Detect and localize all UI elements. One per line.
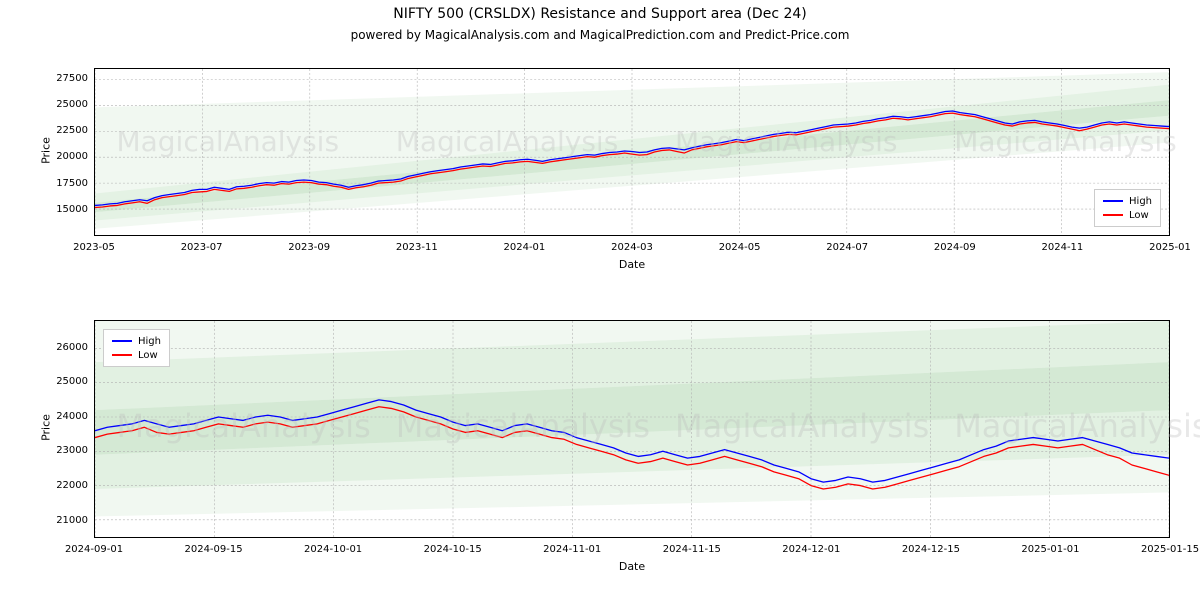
xtick-label: 2023-11 [396, 242, 438, 253]
xtick-label: 2024-03 [611, 242, 653, 253]
top-chart-svg [95, 69, 1169, 235]
xtick-label: 2023-07 [181, 242, 223, 253]
xtick-label: 2025-01 [1149, 242, 1191, 253]
legend-item-low: Low [1103, 208, 1152, 222]
bottom-chart-legend: High Low [103, 329, 170, 367]
xtick-label: 2023-05 [73, 242, 115, 253]
chart-title: NIFTY 500 (CRSLDX) Resistance and Suppor… [0, 6, 1200, 22]
bottom-chart-xlabel: Date [94, 560, 1170, 573]
ytick-label: 21000 [40, 515, 88, 526]
ytick-label: 27500 [40, 73, 88, 84]
ytick-label: 17500 [40, 178, 88, 189]
ytick-label: 26000 [40, 342, 88, 353]
legend-item-high: High [112, 334, 161, 348]
ytick-label: 25000 [40, 376, 88, 387]
top-chart-legend: High Low [1094, 189, 1161, 227]
legend-swatch [112, 340, 132, 342]
legend-label: Low [138, 350, 158, 361]
xtick-label: 2024-11 [1041, 242, 1083, 253]
xtick-label: 2024-09 [934, 242, 976, 253]
xtick-label: 2024-12-15 [902, 544, 960, 555]
ytick-label: 20000 [40, 151, 88, 162]
bottom-chart-svg [95, 321, 1169, 537]
xtick-label: 2024-10-15 [424, 544, 482, 555]
xtick-label: 2025-01-01 [1021, 544, 1079, 555]
legend-swatch [1103, 214, 1123, 216]
xtick-label: 2024-05 [719, 242, 761, 253]
legend-label: Low [1129, 210, 1149, 221]
xtick-label: 2025-01-15 [1141, 544, 1199, 555]
xtick-label: 2024-09-01 [65, 544, 123, 555]
legend-item-high: High [1103, 194, 1152, 208]
xtick-label: 2024-11-01 [543, 544, 601, 555]
legend-label: High [138, 336, 161, 347]
ytick-label: 22000 [40, 480, 88, 491]
xtick-label: 2023-09 [288, 242, 330, 253]
bottom-chart-panel: MagicalAnalysis MagicalAnalysis MagicalA… [94, 320, 1170, 538]
figure: NIFTY 500 (CRSLDX) Resistance and Suppor… [0, 0, 1200, 600]
top-chart-xlabel: Date [94, 258, 1170, 271]
xtick-label: 2024-10-01 [304, 544, 362, 555]
xtick-label: 2024-11-15 [663, 544, 721, 555]
ytick-label: 25000 [40, 99, 88, 110]
ytick-label: 23000 [40, 445, 88, 456]
legend-swatch [1103, 200, 1123, 202]
legend-swatch [112, 354, 132, 356]
xtick-label: 2024-12-01 [782, 544, 840, 555]
legend-item-low: Low [112, 348, 161, 362]
xtick-label: 2024-09-15 [184, 544, 242, 555]
xtick-label: 2024-01 [503, 242, 545, 253]
ytick-label: 24000 [40, 411, 88, 422]
top-chart-panel: MagicalAnalysis MagicalAnalysis MagicalA… [94, 68, 1170, 236]
legend-label: High [1129, 196, 1152, 207]
chart-subtitle: powered by MagicalAnalysis.com and Magic… [0, 28, 1200, 42]
ytick-label: 22500 [40, 125, 88, 136]
ytick-label: 15000 [40, 204, 88, 215]
xtick-label: 2024-07 [826, 242, 868, 253]
